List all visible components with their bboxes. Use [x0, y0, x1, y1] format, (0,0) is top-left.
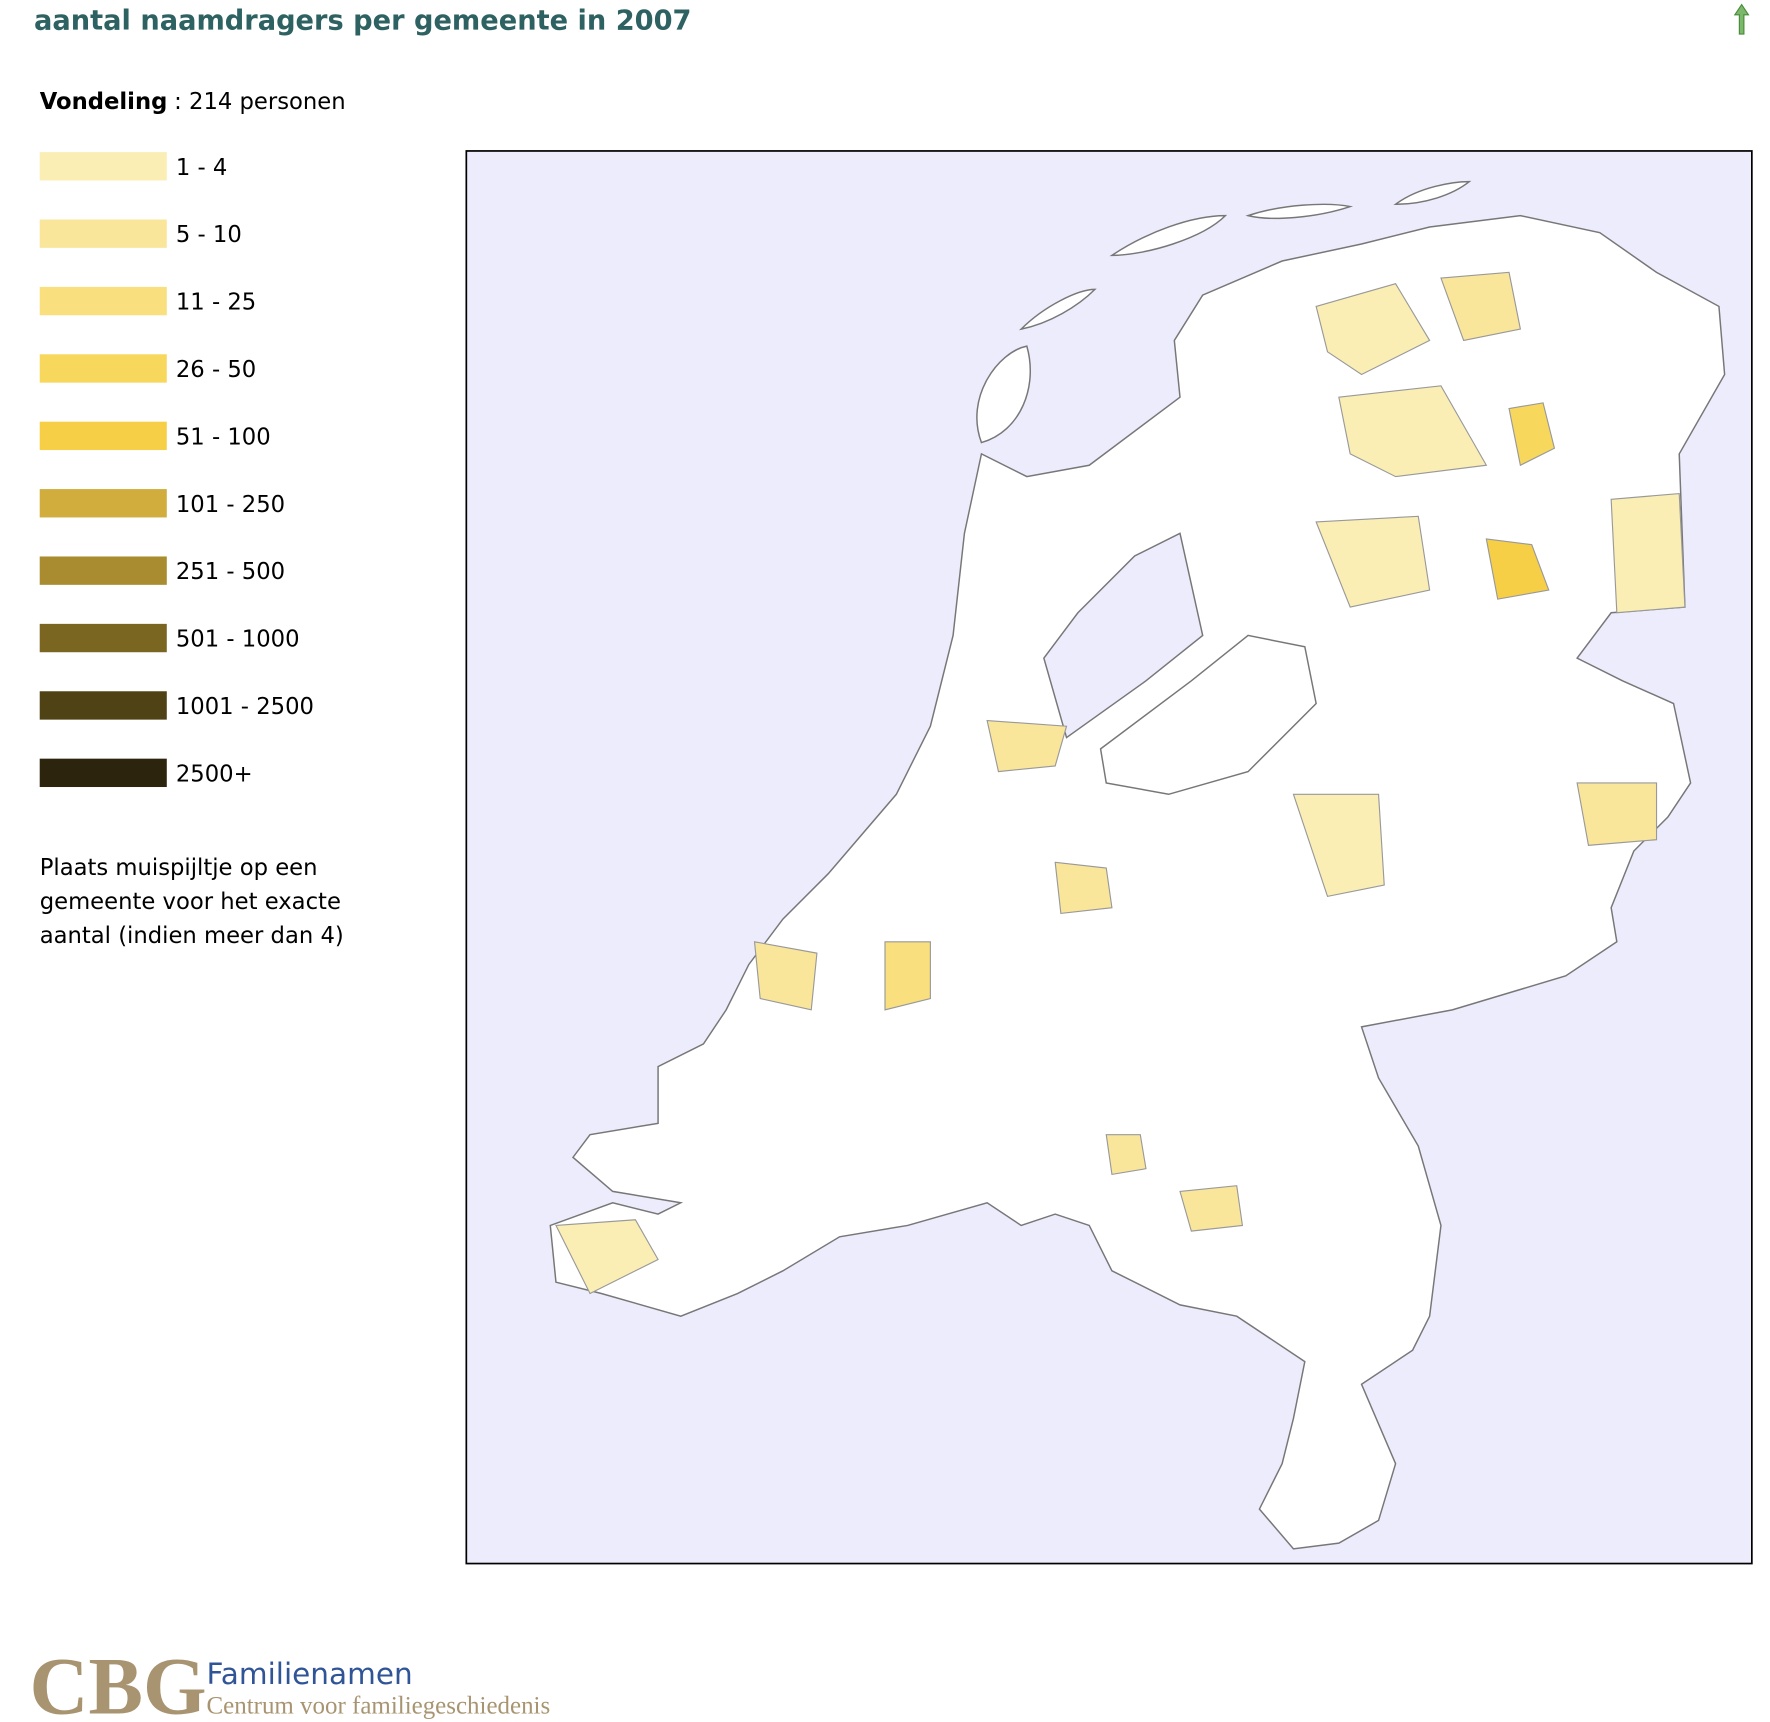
legend-label: 26 - 50	[176, 357, 256, 383]
brand-tagline: Centrum voor familiegeschiedenis	[206, 1692, 550, 1719]
legend-label: 101 - 250	[176, 492, 285, 518]
legend-label: 1 - 4	[176, 155, 227, 181]
name-summary: Vondeling: 214 personen	[40, 89, 346, 115]
instruction-line: Plaats muispijltje op een	[40, 855, 318, 881]
legend-swatch	[39, 152, 167, 181]
legend-label: 11 - 25	[176, 290, 256, 316]
instruction-line: gemeente voor het exacte	[40, 889, 341, 915]
legend-swatch	[39, 421, 167, 451]
map-land	[549, 180, 1726, 1550]
legend-swatch	[39, 691, 167, 720]
page-title: aantal naamdragers per gemeente in 2007	[34, 6, 691, 37]
person-count: : 214 personen	[174, 89, 345, 115]
legend-swatch	[39, 623, 167, 653]
footer-logo: CBG Familienamen Centrum voor familieges…	[29, 1640, 550, 1722]
legend-swatch	[39, 286, 167, 316]
instruction: Plaats muispijltje op een gemeente voor h…	[40, 855, 344, 949]
legend-swatch	[39, 219, 167, 248]
legend-label: 2500+	[176, 761, 253, 787]
legend-swatch	[39, 758, 167, 788]
legend-swatch	[39, 489, 167, 518]
legend-label: 51 - 100	[176, 424, 271, 450]
map	[465, 150, 1753, 1565]
brand-name: Familienamen	[206, 1657, 412, 1691]
legend: 1 - 4 5 - 10 11 - 25 26 - 50 51 - 100 101 - 2…	[39, 152, 314, 788]
top-arrow[interactable]	[1733, 3, 1750, 35]
legend-label: 5 - 10	[176, 222, 242, 248]
legend-label: 501 - 1000	[176, 627, 300, 653]
legend-label: 251 - 500	[176, 559, 285, 585]
legend-swatch	[39, 556, 167, 585]
legend-swatch	[39, 354, 167, 383]
legend-label: 1001 - 2500	[176, 694, 314, 720]
map-highlights	[555, 271, 1686, 1295]
instruction-line: aantal (indien meer dan 4)	[40, 923, 344, 949]
logo-mark: CBG	[29, 1640, 206, 1722]
surname: Vondeling	[40, 89, 168, 115]
